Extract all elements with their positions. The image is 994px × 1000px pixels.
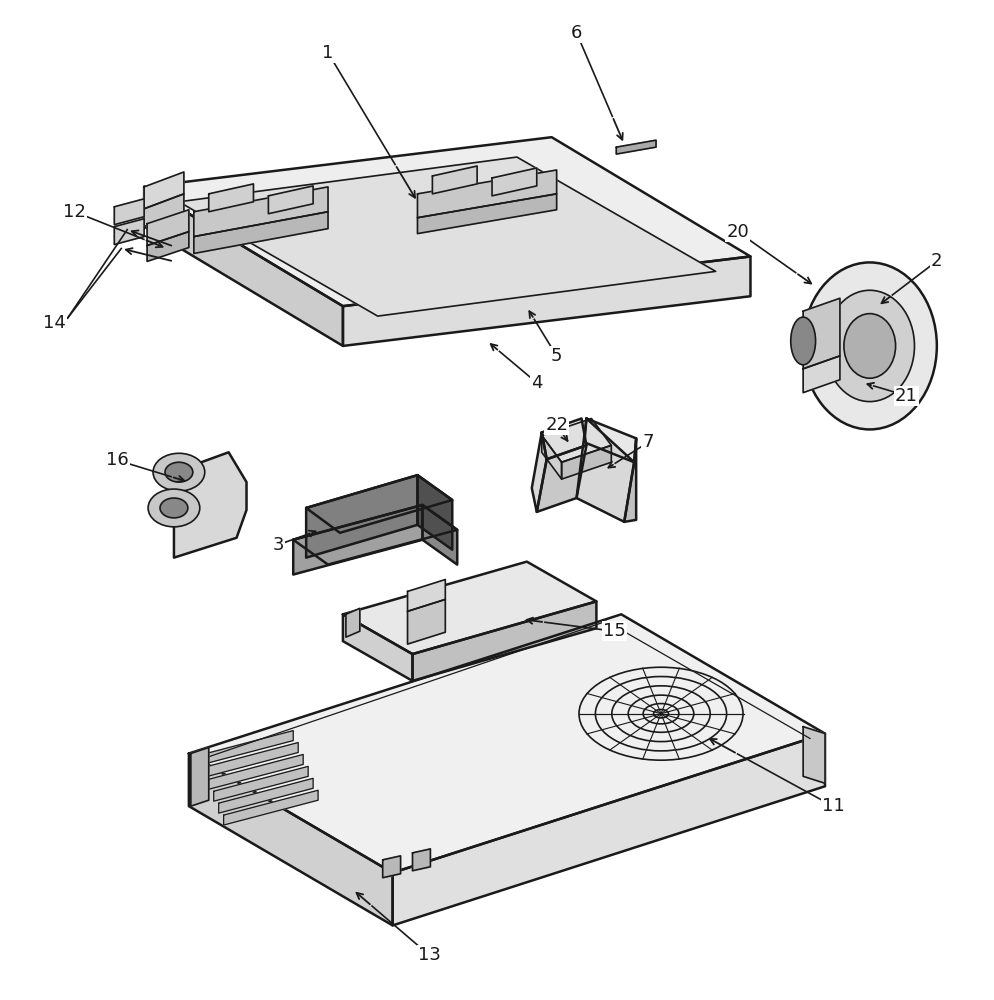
Polygon shape bbox=[224, 790, 318, 825]
Polygon shape bbox=[268, 186, 313, 214]
Text: 22: 22 bbox=[545, 416, 569, 434]
Polygon shape bbox=[803, 356, 840, 393]
Polygon shape bbox=[532, 432, 547, 512]
Polygon shape bbox=[114, 199, 144, 225]
Ellipse shape bbox=[803, 262, 937, 429]
Polygon shape bbox=[584, 418, 636, 462]
Text: 7: 7 bbox=[642, 433, 654, 451]
Polygon shape bbox=[542, 435, 562, 479]
Polygon shape bbox=[422, 505, 457, 565]
Polygon shape bbox=[803, 727, 825, 783]
Text: 20: 20 bbox=[727, 223, 748, 241]
Polygon shape bbox=[194, 212, 328, 253]
Polygon shape bbox=[214, 766, 308, 801]
Polygon shape bbox=[293, 505, 457, 565]
Polygon shape bbox=[194, 187, 328, 237]
Polygon shape bbox=[408, 580, 445, 611]
Ellipse shape bbox=[825, 290, 914, 402]
Polygon shape bbox=[147, 210, 189, 246]
Polygon shape bbox=[383, 856, 401, 878]
Polygon shape bbox=[393, 734, 825, 925]
Polygon shape bbox=[144, 187, 343, 346]
Polygon shape bbox=[179, 157, 716, 316]
Text: 21: 21 bbox=[895, 387, 918, 405]
Polygon shape bbox=[293, 505, 422, 575]
Polygon shape bbox=[343, 562, 596, 654]
Polygon shape bbox=[803, 298, 840, 369]
Text: 2: 2 bbox=[930, 252, 942, 270]
Text: 6: 6 bbox=[571, 24, 582, 42]
Polygon shape bbox=[542, 418, 611, 462]
Text: 11: 11 bbox=[822, 797, 844, 815]
Polygon shape bbox=[144, 137, 750, 306]
Ellipse shape bbox=[153, 453, 205, 491]
Polygon shape bbox=[306, 475, 417, 558]
Polygon shape bbox=[114, 219, 144, 245]
Polygon shape bbox=[492, 168, 537, 196]
Polygon shape bbox=[147, 232, 189, 261]
Polygon shape bbox=[346, 608, 360, 637]
Polygon shape bbox=[343, 614, 413, 681]
Polygon shape bbox=[306, 475, 452, 533]
Polygon shape bbox=[189, 614, 825, 873]
Polygon shape bbox=[413, 849, 430, 871]
Polygon shape bbox=[144, 194, 184, 227]
Polygon shape bbox=[191, 748, 209, 806]
Polygon shape bbox=[343, 256, 750, 346]
Ellipse shape bbox=[165, 462, 193, 482]
Polygon shape bbox=[199, 731, 293, 765]
Ellipse shape bbox=[148, 489, 200, 527]
Polygon shape bbox=[204, 743, 298, 777]
Polygon shape bbox=[417, 194, 557, 234]
Polygon shape bbox=[432, 166, 477, 194]
Text: 4: 4 bbox=[531, 374, 543, 392]
Text: 5: 5 bbox=[551, 347, 563, 365]
Text: 15: 15 bbox=[602, 622, 626, 640]
Text: 12: 12 bbox=[63, 203, 86, 221]
Polygon shape bbox=[542, 418, 586, 459]
Polygon shape bbox=[417, 475, 452, 550]
Ellipse shape bbox=[160, 498, 188, 518]
Text: 16: 16 bbox=[106, 451, 128, 469]
Polygon shape bbox=[209, 754, 303, 789]
Text: 14: 14 bbox=[43, 314, 67, 332]
Text: 13: 13 bbox=[417, 946, 441, 964]
Polygon shape bbox=[417, 170, 557, 218]
Ellipse shape bbox=[791, 317, 816, 365]
Polygon shape bbox=[413, 601, 596, 681]
Polygon shape bbox=[219, 778, 313, 813]
Polygon shape bbox=[189, 753, 393, 925]
Polygon shape bbox=[624, 438, 636, 522]
Polygon shape bbox=[616, 140, 656, 154]
Polygon shape bbox=[577, 418, 634, 522]
Polygon shape bbox=[144, 172, 184, 209]
Ellipse shape bbox=[844, 314, 896, 378]
Text: 3: 3 bbox=[272, 536, 284, 554]
Polygon shape bbox=[562, 445, 611, 479]
Polygon shape bbox=[537, 445, 586, 512]
Polygon shape bbox=[408, 599, 445, 644]
Polygon shape bbox=[209, 184, 253, 212]
Polygon shape bbox=[174, 452, 247, 558]
Text: 1: 1 bbox=[322, 44, 334, 62]
